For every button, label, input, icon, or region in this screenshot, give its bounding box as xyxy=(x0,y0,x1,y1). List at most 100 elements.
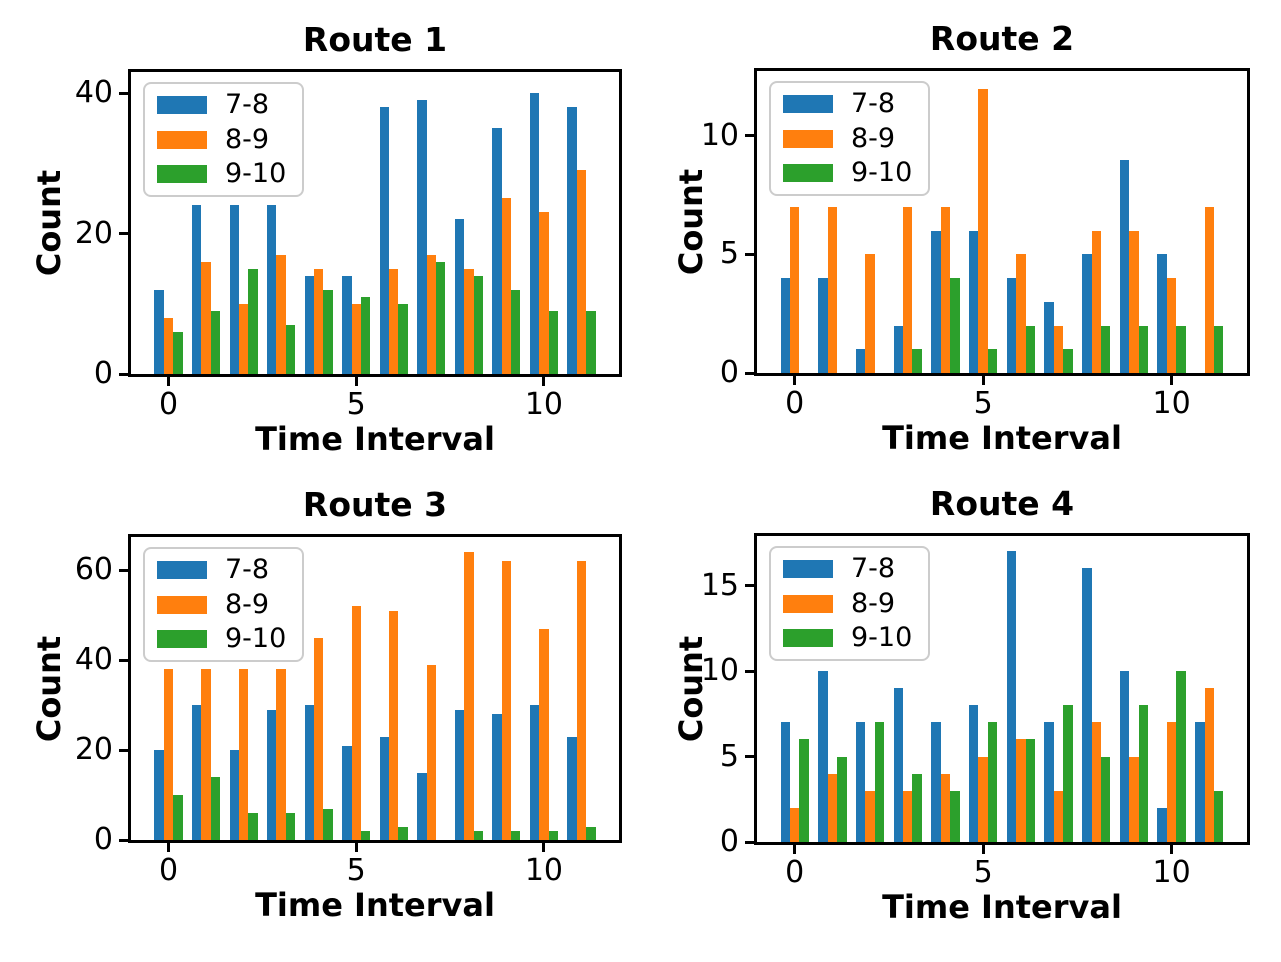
bar-7-8-group-4 xyxy=(304,275,314,374)
bar-7-8-group-8 xyxy=(454,709,465,840)
bar-7-8-group-1 xyxy=(818,671,828,842)
legend-swatch-icon xyxy=(783,594,833,613)
bar-8-9-group-8 xyxy=(464,552,474,840)
bar-7-8-group-4 xyxy=(304,705,314,840)
legend-label: 8-9 xyxy=(225,123,270,155)
bar-9-10-group-4 xyxy=(323,808,333,840)
bar-7-8-group-4 xyxy=(931,722,941,842)
legend: 7-8 8-9 9-10 xyxy=(769,81,931,197)
x-tick-mark xyxy=(354,377,358,386)
bar-9-10-group-8 xyxy=(473,275,483,374)
bar-8-9-group-0 xyxy=(163,669,174,840)
x-tick-label: 5 xyxy=(973,386,993,421)
bar-7-8-group-5 xyxy=(342,745,352,840)
bar-8-9-group-2 xyxy=(865,790,875,842)
bar-8-9-group-11 xyxy=(576,561,587,840)
y-tick-mark xyxy=(119,372,128,376)
y-tick-label: 15 xyxy=(700,567,739,603)
bar-8-9-group-5 xyxy=(978,88,988,373)
x-axis-label: Time Interval xyxy=(882,419,1122,457)
bar-9-10-group-10 xyxy=(548,310,558,374)
bar-7-8-group-3 xyxy=(267,205,277,374)
bar-8-9-group-8 xyxy=(1091,230,1101,373)
bar-9-10-group-0 xyxy=(173,795,183,840)
legend-item-9-10: 9-10 xyxy=(783,158,912,188)
bar-9-10-group-8 xyxy=(1100,756,1111,842)
legend-swatch-icon xyxy=(157,165,207,184)
legend-label: 8-9 xyxy=(851,587,896,619)
bar-7-8-group-7 xyxy=(417,100,427,374)
bar-7-8-group-1 xyxy=(818,278,828,373)
bar-8-9-group-9 xyxy=(1129,756,1139,842)
bar-9-10-group-10 xyxy=(1176,671,1186,842)
bar-7-8-group-4 xyxy=(931,230,941,373)
bar-8-9-group-0 xyxy=(789,207,800,373)
bar-8-9-group-9 xyxy=(501,561,512,840)
plot-area: 7-8 8-9 9-10 xyxy=(754,68,1250,376)
x-tick-label: 0 xyxy=(785,855,805,890)
bar-7-8-group-10 xyxy=(529,93,540,374)
bar-9-10-group-5 xyxy=(360,831,371,840)
chart-title: Route 1 xyxy=(302,20,448,59)
y-tick-label: 0 xyxy=(93,356,113,391)
y-tick-mark xyxy=(119,232,128,236)
plot-area: 7-8 8-9 9-10 xyxy=(128,69,622,377)
bar-9-10-group-4 xyxy=(950,278,960,373)
plot-area: 7-8 8-9 9-10 xyxy=(128,534,622,843)
bar-7-8-group-6 xyxy=(1006,551,1017,842)
bar-8-9-group-6 xyxy=(389,610,399,840)
bar-8-9-group-11 xyxy=(576,170,587,374)
bar-8-9-group-4 xyxy=(314,637,324,840)
bar-7-8-group-9 xyxy=(492,714,502,840)
bar-7-8-group-3 xyxy=(893,325,904,373)
bar-8-9-group-7 xyxy=(1053,790,1064,842)
bar-9-10-group-7 xyxy=(436,261,446,374)
bar-9-10-group-8 xyxy=(473,831,483,840)
y-tick-mark xyxy=(745,134,754,138)
legend-swatch-icon xyxy=(783,629,833,648)
legend-label: 7-8 xyxy=(225,554,270,585)
legend-label: 7-8 xyxy=(225,89,270,120)
y-tick-label: 60 xyxy=(74,552,113,588)
legend-item-7-8: 7-8 xyxy=(783,89,912,119)
y-tick-label: 10 xyxy=(700,653,739,689)
bar-9-10-group-3 xyxy=(912,349,922,373)
x-axis-label: Time Interval xyxy=(255,420,495,458)
bar-7-8-group-6 xyxy=(379,736,390,840)
bar-8-9-group-9 xyxy=(501,198,512,374)
x-tick-mark xyxy=(793,376,797,385)
legend-swatch-icon xyxy=(157,560,207,579)
bar-7-8-group-6 xyxy=(379,107,390,374)
bar-7-8-group-11 xyxy=(1195,722,1205,842)
x-tick-label: 0 xyxy=(158,387,179,422)
y-tick-mark xyxy=(745,840,754,844)
bar-7-8-group-9 xyxy=(1119,159,1130,373)
legend-label: 9-10 xyxy=(851,622,913,654)
bar-8-9-group-2 xyxy=(865,254,875,373)
bar-9-10-group-2 xyxy=(248,813,258,840)
y-tick-mark xyxy=(745,584,754,588)
legend-item-9-10: 9-10 xyxy=(157,624,286,654)
y-axis-label: Count xyxy=(672,168,710,276)
y-axis-label: Count xyxy=(30,169,68,277)
x-tick-mark xyxy=(1170,845,1174,854)
bar-8-9-group-7 xyxy=(426,664,436,840)
bar-9-10-group-1 xyxy=(210,777,221,840)
bar-7-8-group-2 xyxy=(229,750,239,840)
y-tick-mark xyxy=(745,669,754,673)
bar-7-8-group-1 xyxy=(192,705,202,840)
bar-9-10-group-7 xyxy=(1063,705,1073,842)
x-tick-label: 10 xyxy=(1152,855,1191,890)
bar-8-9-group-8 xyxy=(464,268,474,374)
legend-item-8-9: 8-9 xyxy=(157,123,286,155)
bar-9-10-group-4 xyxy=(323,289,333,374)
plot-area: 7-8 8-9 9-10 xyxy=(754,533,1250,845)
y-axis-label: Count xyxy=(30,635,68,742)
legend-label: 9-10 xyxy=(225,623,287,655)
x-tick-label: 0 xyxy=(158,853,179,888)
bar-8-9-group-4 xyxy=(314,268,324,374)
legend-label: 8-9 xyxy=(851,122,896,154)
